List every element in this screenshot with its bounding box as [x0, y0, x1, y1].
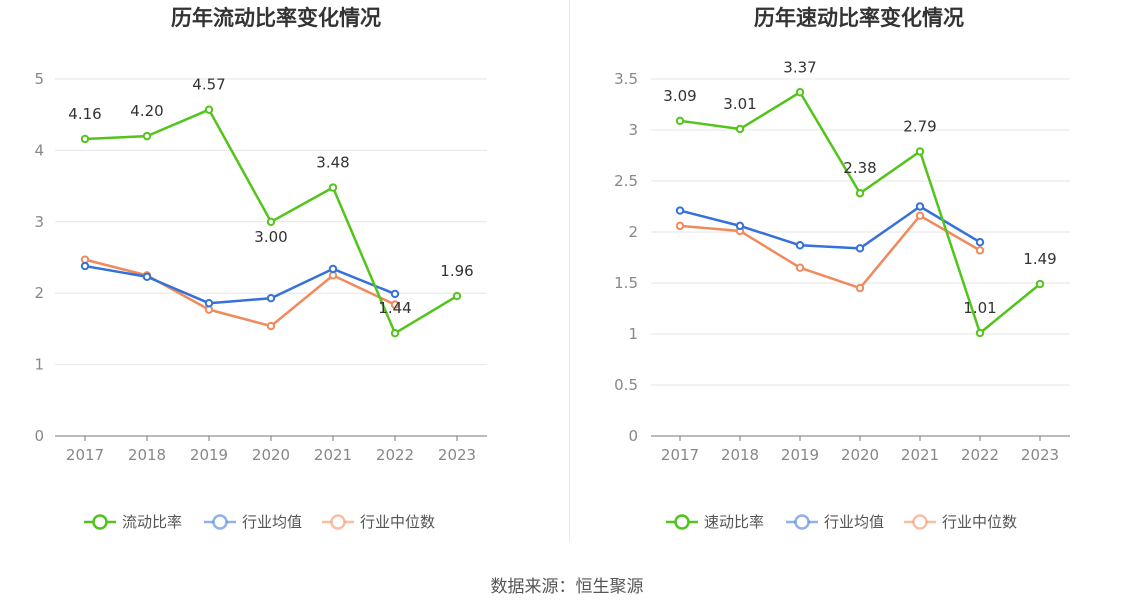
y-tick-label: 2 [628, 223, 638, 241]
x-tick-label: 2023 [1021, 446, 1059, 464]
data-point [452, 291, 462, 301]
data-point [266, 321, 276, 331]
data-point [80, 261, 90, 271]
data-label: 3.09 [663, 87, 696, 105]
y-tick-label: 1.5 [614, 274, 638, 292]
data-source-note: 数据来源：恒生聚源 [490, 577, 644, 597]
data-label: 2.38 [843, 159, 876, 177]
legend-marker [92, 514, 108, 530]
x-tick-label: 2021 [901, 446, 939, 464]
series-line [84, 258, 396, 328]
legend-marker [912, 514, 928, 530]
series-line [84, 264, 396, 305]
data-point [675, 116, 685, 126]
legend-label: 行业均值 [824, 513, 884, 531]
legend-label: 行业均值 [242, 513, 302, 531]
data-point [390, 328, 400, 338]
data-label: 1.01 [963, 299, 996, 317]
data-point [204, 298, 214, 308]
data-point [915, 202, 925, 211]
data-point [390, 289, 400, 299]
data-label: 3.37 [783, 58, 816, 76]
data-label: 1.96 [440, 262, 473, 280]
y-tick-label: 3 [628, 121, 638, 139]
y-tick-label: 0 [34, 427, 44, 445]
data-point [1035, 279, 1045, 289]
current-ratio-chart: 历年流动比率变化情况 0 1 2 3 4 5 2017 2018 2019 2020 2021 2022… [34, 6, 487, 531]
x-tick-label: 2022 [961, 446, 999, 464]
x-tick-label: 2019 [190, 446, 228, 464]
legend-label: 流动比率 [122, 513, 182, 531]
data-point [795, 263, 805, 272]
y-tick-label: 3 [34, 213, 44, 231]
chart-divider [569, 0, 570, 542]
data-label: 4.57 [192, 76, 225, 94]
x-tick-label: 2022 [376, 446, 414, 464]
data-point [328, 183, 338, 192]
y-tick-label: 2.5 [614, 172, 638, 190]
x-tick-label: 2017 [661, 446, 699, 464]
data-point [142, 272, 152, 281]
legend-marker [330, 514, 346, 530]
legend-marker [674, 514, 690, 530]
data-point [855, 283, 865, 293]
series-line [679, 205, 981, 250]
chart-title: 历年速动比率变化情况 [754, 6, 964, 30]
data-point [266, 217, 276, 227]
data-label: 2.79 [903, 117, 936, 135]
data-point [675, 221, 685, 231]
y-tick-label: 0.5 [614, 376, 638, 394]
data-label: 1.49 [1023, 250, 1056, 268]
data-point [204, 105, 214, 114]
data-point [675, 206, 685, 215]
data-point [328, 264, 338, 274]
data-point [855, 189, 865, 198]
series-line [679, 91, 1041, 335]
y-tick-label: 1 [628, 325, 638, 343]
chart-title: 历年流动比率变化情况 [171, 6, 381, 30]
y-tick-label: 0 [628, 427, 638, 445]
data-point [80, 134, 90, 144]
quick-ratio-chart: 历年速动比率变化情况 0 0.5 1 1.5 2 2.5 3 3.5 2017 2018 2019 20… [614, 6, 1070, 531]
data-point [795, 88, 805, 97]
data-point [975, 246, 985, 255]
legend-label: 速动比率 [704, 513, 764, 531]
y-tick-label: 3.5 [614, 70, 638, 88]
data-point [142, 131, 152, 141]
data-label: 3.00 [254, 228, 287, 246]
x-tick-label: 2020 [252, 446, 290, 464]
data-point [975, 328, 985, 338]
legend-label: 行业中位数 [360, 513, 435, 531]
x-tick-label: 2023 [438, 446, 476, 464]
x-tick-label: 2018 [721, 446, 759, 464]
legend-marker [794, 514, 810, 530]
y-tick-label: 4 [34, 141, 44, 159]
data-label: 1.44 [378, 299, 411, 317]
y-tick-label: 2 [34, 284, 44, 302]
x-tick-label: 2018 [128, 446, 166, 464]
x-tick-label: 2019 [781, 446, 819, 464]
data-point [975, 238, 985, 247]
data-point [266, 293, 276, 303]
data-point [855, 244, 865, 253]
data-point [735, 124, 745, 134]
series-line [679, 214, 981, 290]
x-tick-label: 2017 [66, 446, 104, 464]
x-tick-label: 2020 [841, 446, 879, 464]
data-point [390, 300, 400, 309]
y-tick-label: 1 [34, 356, 44, 374]
data-point [735, 221, 745, 231]
data-point [915, 147, 925, 156]
legend-marker [212, 514, 228, 530]
data-label: 3.01 [723, 95, 756, 113]
data-label: 4.16 [68, 105, 101, 123]
y-tick-label: 5 [34, 70, 44, 88]
data-label: 3.48 [316, 154, 349, 172]
data-label: 4.20 [130, 102, 163, 120]
data-point [915, 211, 925, 220]
data-point [795, 241, 805, 250]
x-tick-label: 2021 [314, 446, 352, 464]
legend-label: 行业中位数 [942, 513, 1017, 531]
